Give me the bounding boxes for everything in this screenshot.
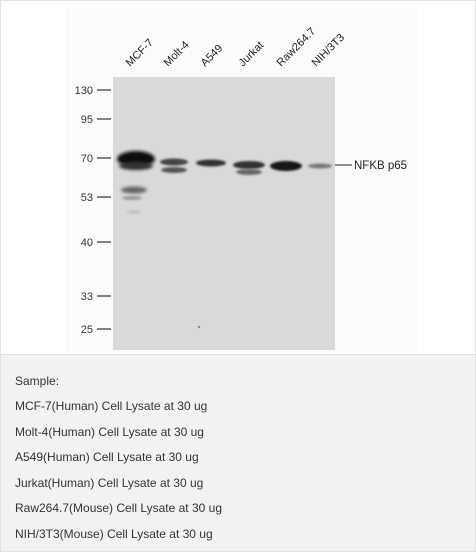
caption-line: NIH/3T3(Mouse) Cell Lysate at 30 ug xyxy=(15,527,213,541)
caption-line: MCF-7(Human) Cell Lysate at 30 ug xyxy=(15,399,208,413)
marker-label: 130 xyxy=(75,85,93,97)
bands xyxy=(117,151,332,329)
marker-label: 70 xyxy=(81,153,93,165)
caption-line: Molt-4(Human) Cell Lysate at 30 ug xyxy=(15,424,204,439)
caption-panel: Sample: MCF-7(Human) Cell Lysate at 30 u… xyxy=(0,354,476,552)
band-label: NFKB p65 xyxy=(354,160,407,172)
figure-area: NFKB p65 MCF-7 Molt-4 A549 Jurkat Raw264.7 NI… xyxy=(0,0,476,354)
marker-label: 40 xyxy=(81,237,93,249)
blot-figure: NFKB p65 MCF-7 Molt-4 A549 Jurkat Raw264.7NI… xyxy=(65,9,417,352)
marker-label: 33 xyxy=(81,291,93,303)
caption-heading: Sample: xyxy=(15,374,60,388)
caption-line: A549(Human) Cell Lysate at 30 ug xyxy=(15,450,199,465)
marker-label: 25 xyxy=(81,324,93,336)
caption-line: Raw264.7(Mouse) Cell Lysate at 30 ug xyxy=(15,501,222,516)
marker-label: 95 xyxy=(81,114,93,126)
caption-line: Jurkat(Human) Cell Lysate at 30 ug xyxy=(15,475,204,490)
marker-label: 53 xyxy=(81,192,93,204)
membrane xyxy=(113,77,335,350)
